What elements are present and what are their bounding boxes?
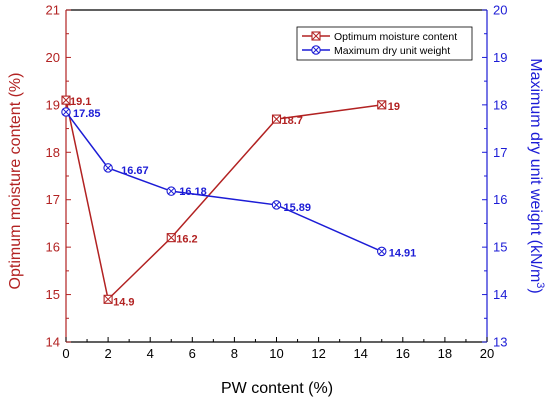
series-moisture-point-2-cross-b	[103, 294, 113, 304]
y-axis-right-title-close: )	[527, 288, 544, 293]
series-moisture-data-label-0: 19.1	[70, 96, 91, 108]
series-moisture-data-label-2: 14.9	[113, 296, 134, 308]
series-dry-unit-weight-point-15-cross-b	[378, 248, 386, 255]
series-dry-unit-weight-point-0	[61, 107, 71, 117]
series-dry-unit-weight-line	[65, 111, 383, 253]
x-axis-title: PW content (%)	[221, 380, 333, 397]
y-right-tick-label-13: 13	[493, 335, 507, 350]
series-moisture-point-10-cross-b	[272, 114, 281, 124]
y-axis-right-title: Maximum dry unit weight (kN/m3)	[527, 58, 546, 294]
series-moisture-point-10	[271, 114, 282, 124]
y-right-tick-label-19: 19	[493, 50, 507, 65]
y-left-tick-label-18: 18	[46, 145, 60, 160]
series-moisture-data-label-5: 16.2	[176, 234, 197, 246]
y-left-tick-label-21: 21	[46, 3, 60, 18]
legend-box	[296, 26, 473, 61]
legend-item-dry-unit-weight-marker-cross-b	[312, 46, 320, 54]
y-axis-right-title-main: Maximum dry unit weight (kN/m	[527, 58, 544, 282]
y-right-tick-label-14: 14	[493, 287, 507, 302]
series-dry-unit-weight-point-5-cross-b	[167, 187, 175, 195]
series-layer: 19.1 14.9 16.2 18.7 19 17.85 16.67 16.18 15.89 14…	[61, 95, 417, 308]
series-dry-unit-weight-point-10-cross-b	[273, 201, 280, 209]
legend-item-moisture-label: Optimum moisture content	[334, 31, 457, 43]
legend-item-dry-unit-weight-marker	[311, 45, 321, 55]
x-tick-label-4: 4	[147, 346, 154, 361]
x-tick-label-8: 8	[231, 346, 238, 361]
x-tick-label-16: 16	[396, 346, 410, 361]
y-right-tick-label-16: 16	[493, 192, 507, 207]
x-tick-label-18: 18	[438, 346, 452, 361]
y-left-tick-label-15: 15	[46, 287, 60, 302]
x-tick-label-2: 2	[104, 346, 111, 361]
y-axis-left-title: Optimum moisture content (%)	[7, 73, 24, 290]
y-left-tick-label-19: 19	[46, 97, 60, 112]
series-dry-unit-weight-data-label-5: 16.18	[179, 186, 207, 198]
y-right-tick-label-18: 18	[493, 97, 507, 112]
y-axis-right: 13 14 15 16 17 18 19 20	[482, 3, 507, 350]
y-right-tick-label-15: 15	[493, 240, 507, 255]
x-tick-label-20: 20	[480, 346, 494, 361]
series-dry-unit-weight-data-label-2: 16.67	[121, 165, 149, 177]
series-moisture-point-5	[166, 233, 176, 243]
y-left-tick-label-17: 17	[46, 192, 60, 207]
y-left-tick-label-20: 20	[46, 50, 60, 65]
y-axis-left: 14 15 16 17 18 19 20 21	[46, 3, 71, 350]
y-right-tick-label-20: 20	[493, 3, 507, 18]
legend-item-moisture-marker	[311, 31, 321, 41]
x-axis: 0 2 4 6 8 10 12 14 16 18 20	[62, 337, 494, 361]
legend-item-moisture-marker-cross-b	[311, 31, 321, 41]
legend-item-dry-unit-weight-label: Maximum dry unit weight	[334, 45, 450, 57]
legend: Optimum moisture content Maximum dry unit…	[296, 26, 473, 61]
y-axis-right-title-sup: 3	[534, 282, 546, 288]
x-tick-label-14: 14	[353, 346, 367, 361]
series-moisture-point-2	[103, 294, 113, 304]
series-dry-unit-weight-point-2	[103, 163, 113, 173]
series-dry-unit-weight-point-5	[166, 186, 177, 196]
series-moisture-point-0-cross-b	[61, 95, 71, 105]
x-tick-label-0: 0	[62, 346, 69, 361]
series-dry-unit-weight-data-label-10: 15.89	[284, 202, 312, 214]
series-moisture-point-0	[61, 95, 71, 105]
series-dry-unit-weight-point-0-cross-b	[62, 108, 70, 116]
series-moisture-point-15	[377, 100, 387, 110]
series-moisture-line	[65, 99, 382, 301]
series-dry-unit-weight-data-label-0: 17.85	[73, 108, 101, 120]
series-dry-unit-weight-point-10	[271, 200, 282, 210]
x-tick-label-10: 10	[269, 346, 283, 361]
y-right-tick-label-17: 17	[493, 145, 507, 160]
x-tick-label-6: 6	[189, 346, 196, 361]
series-dry-unit-weight-point-2-cross-b	[104, 164, 112, 172]
series-dry-unit-weight-data-label-15: 14.91	[389, 247, 417, 259]
y-left-tick-label-14: 14	[46, 335, 60, 350]
x-tick-label-12: 12	[311, 346, 325, 361]
series-moisture-data-label-10: 18.7	[282, 115, 303, 127]
y-left-tick-label-16: 16	[46, 240, 60, 255]
series-moisture-point-15-cross-b	[377, 100, 387, 110]
series-moisture-data-label-15: 19	[388, 101, 400, 113]
series-dry-unit-weight-point-15	[376, 246, 387, 257]
series-moisture-point-5-cross-b	[166, 233, 176, 243]
